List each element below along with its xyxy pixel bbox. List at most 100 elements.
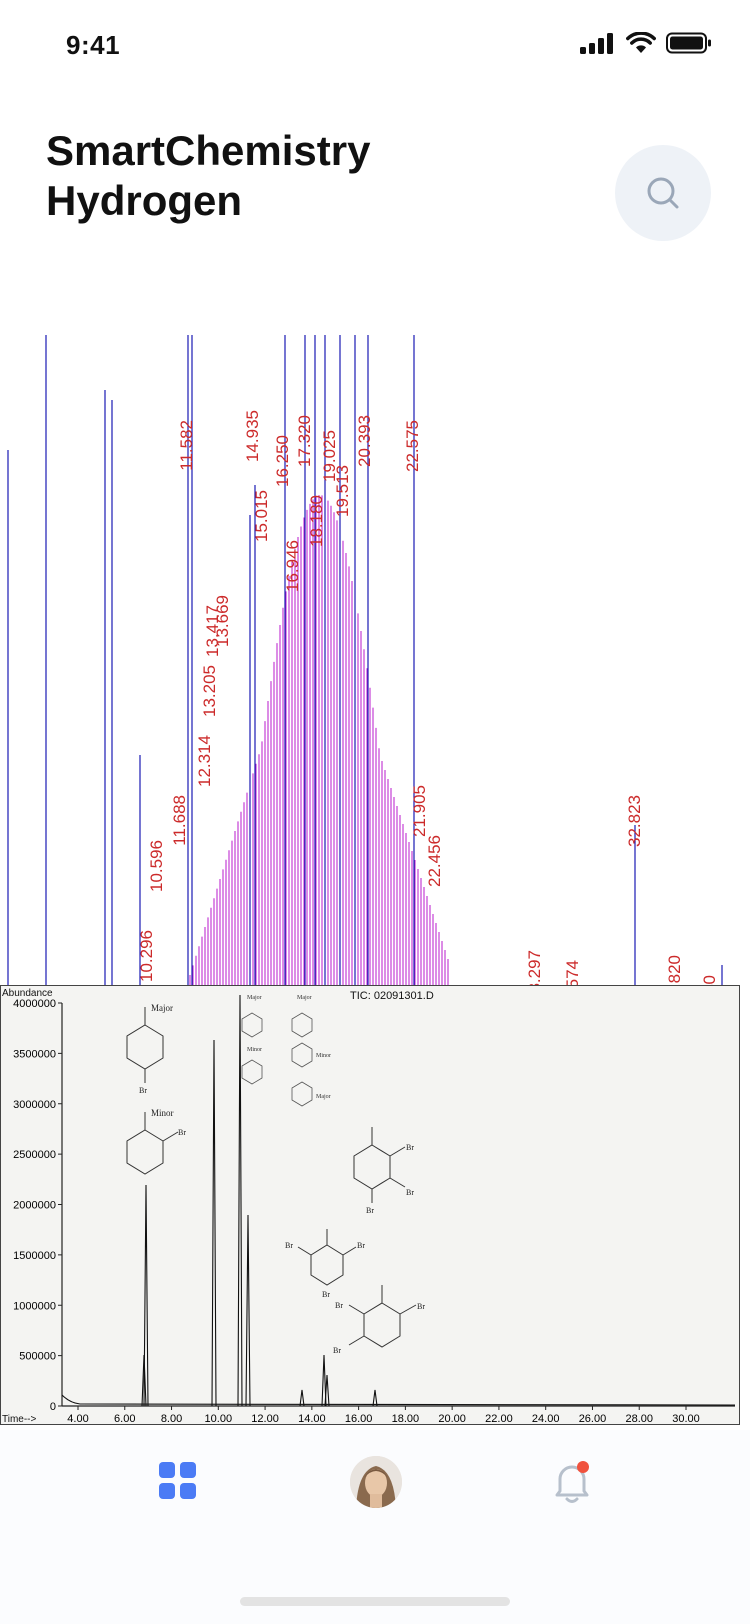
gc-peak bbox=[324, 1374, 330, 1407]
label-br-6: Br bbox=[285, 1241, 293, 1250]
structure-tribromotoluene-3 bbox=[348, 1285, 417, 1348]
gc-y-tick-label: 4000000 bbox=[13, 998, 56, 1010]
gc-x-tick-label: 10.00 bbox=[205, 1413, 233, 1425]
gc-y-tick-label: 3500000 bbox=[13, 1048, 56, 1060]
gc-x-tick-label: 6.00 bbox=[114, 1413, 135, 1425]
status-time: 9:41 bbox=[66, 30, 121, 60]
search-button[interactable] bbox=[615, 145, 711, 241]
peak-label: 14.935 bbox=[243, 410, 262, 462]
gc-x-tick-label: 30.00 bbox=[672, 1413, 700, 1425]
gc-y-tick-label: 500000 bbox=[19, 1351, 56, 1363]
peak-label: 17.320 bbox=[295, 415, 314, 467]
title-line-2: Hydrogen bbox=[46, 177, 243, 224]
label-br-9: Br bbox=[417, 1302, 425, 1311]
bell-icon bbox=[555, 1461, 589, 1503]
peak-label: 13.669 bbox=[213, 595, 232, 647]
peak-label: 11.582 bbox=[177, 420, 196, 471]
gc-peak bbox=[321, 1354, 327, 1407]
gc-x-tick-label: 14.00 bbox=[298, 1413, 326, 1425]
status-bar: 9:41 bbox=[0, 0, 750, 92]
peak-label: 10.596 bbox=[147, 840, 166, 892]
search-icon bbox=[647, 177, 679, 209]
gc-x-tick-label: 24.00 bbox=[532, 1413, 560, 1425]
title-line-1: SmartChemistry bbox=[46, 127, 371, 174]
gc-y-tick-label: 0 bbox=[50, 1401, 56, 1413]
gc-tic-chart-image: Abundance TIC: 02091301.D Time--> 400000… bbox=[0, 985, 740, 1425]
label-br-1: Br bbox=[139, 1086, 147, 1095]
peak-label: 19.025 bbox=[320, 430, 339, 482]
status-icons bbox=[580, 32, 712, 54]
peak-label: 12.314 bbox=[195, 735, 214, 787]
structure-para-bromotoluene bbox=[126, 1007, 164, 1083]
gc-y-tick-label: 1000000 bbox=[13, 1300, 56, 1312]
gc-peak bbox=[211, 1039, 217, 1407]
structure-dibromotoluenes bbox=[241, 1012, 313, 1107]
peak-label: 13.205 bbox=[200, 665, 219, 717]
peak-label: 36.640 bbox=[700, 975, 719, 985]
gc-peak bbox=[372, 1389, 378, 1407]
gc-peak bbox=[143, 1184, 149, 1407]
gc-x-tick-label: 18.00 bbox=[392, 1413, 420, 1425]
battery-icon bbox=[666, 32, 711, 54]
gc-x-tick-label: 4.00 bbox=[67, 1413, 88, 1425]
label-br-4: Br bbox=[406, 1188, 414, 1197]
label-major-4: Major bbox=[316, 1094, 331, 1100]
peak-label: 19.513 bbox=[333, 465, 352, 517]
home-indicator bbox=[240, 1597, 510, 1606]
avatar[interactable] bbox=[350, 1456, 402, 1508]
label-br-8: Br bbox=[322, 1290, 330, 1299]
structure-tribromotoluene-1 bbox=[353, 1127, 406, 1203]
peak-label: 10.296 bbox=[137, 930, 156, 982]
gc-baseline bbox=[61, 1394, 736, 1406]
tab-notifications[interactable] bbox=[552, 1460, 592, 1504]
gc-y-tick-label: 3000000 bbox=[13, 1099, 56, 1111]
peak-label: 22.456 bbox=[425, 835, 444, 887]
peak-label: 20.393 bbox=[355, 415, 374, 467]
peak-label: 22.575 bbox=[403, 420, 422, 472]
wifi-icon bbox=[626, 32, 656, 53]
gc-y-tick-label: 1500000 bbox=[13, 1250, 56, 1262]
gc-x-axis-title: Time--> bbox=[2, 1414, 37, 1425]
gc-peak bbox=[141, 1354, 147, 1407]
label-major-3: Major bbox=[297, 995, 312, 1001]
peak-label: 21.905 bbox=[410, 785, 429, 837]
gc-x-tick-label: 12.00 bbox=[251, 1413, 279, 1425]
gc-peak bbox=[299, 1389, 305, 1407]
label-major-2: Major bbox=[247, 995, 262, 1001]
label-major-1: Major bbox=[151, 1003, 173, 1013]
label-br-7: Br bbox=[357, 1241, 365, 1250]
label-br-10: Br bbox=[335, 1301, 343, 1310]
structure-ortho-bromotoluene bbox=[126, 1112, 179, 1175]
peak-label: 32.823 bbox=[625, 795, 644, 847]
grid-icon bbox=[159, 1462, 196, 1499]
signal-icon bbox=[580, 33, 613, 54]
peak-label: 13.417 bbox=[203, 605, 222, 657]
gc-peak bbox=[245, 1214, 251, 1407]
peak-label: 16.946 bbox=[283, 540, 302, 592]
gc-title: TIC: 02091301.D bbox=[350, 990, 434, 1002]
gc-x-tick-label: 20.00 bbox=[438, 1413, 466, 1425]
tab-home[interactable] bbox=[159, 1462, 197, 1500]
label-br-3: Br bbox=[406, 1143, 414, 1152]
gc-x-tick-label: 22.00 bbox=[485, 1413, 513, 1425]
peak-label: 11.688 bbox=[170, 795, 189, 846]
gc-peak bbox=[237, 994, 243, 1407]
page-title: SmartChemistry Hydrogen bbox=[46, 126, 370, 226]
label-br-11: Br bbox=[333, 1346, 341, 1355]
label-minor-2: Minor bbox=[247, 1047, 262, 1053]
peak-label: 16.250 bbox=[273, 435, 292, 487]
peak-label: 28.297 bbox=[525, 950, 544, 985]
peak-label: 18.180 bbox=[307, 495, 326, 547]
label-br-5: Br bbox=[366, 1206, 374, 1215]
gc-y-tick-label: 2500000 bbox=[13, 1149, 56, 1161]
peak-label: 30.574 bbox=[563, 960, 582, 985]
gc-x-tick-label: 26.00 bbox=[579, 1413, 607, 1425]
gc-x-tick-label: 8.00 bbox=[161, 1413, 182, 1425]
notification-badge bbox=[577, 1461, 589, 1473]
label-minor-3: Minor bbox=[316, 1053, 331, 1059]
peak-label: 34.820 bbox=[665, 955, 684, 985]
peak-label: 15.015 bbox=[252, 490, 271, 542]
chromatogram-integration-image: 11.582 14.935 15.015 16.250 16.946 17.320 18.1… bbox=[0, 335, 750, 985]
label-minor-1: Minor bbox=[151, 1108, 174, 1118]
gc-x-tick-label: 16.00 bbox=[345, 1413, 373, 1425]
